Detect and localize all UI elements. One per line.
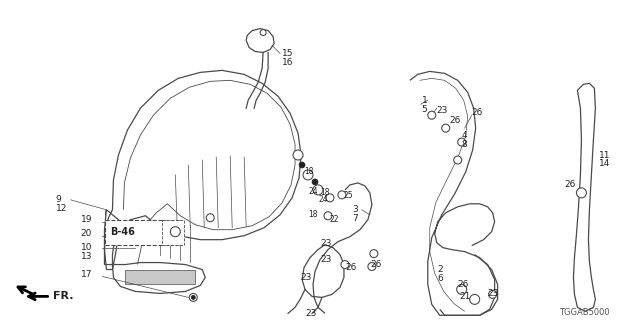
- Circle shape: [324, 212, 332, 220]
- Text: FR.: FR.: [52, 292, 73, 301]
- Circle shape: [326, 194, 334, 202]
- Text: 23: 23: [436, 106, 448, 115]
- Text: 11: 11: [600, 150, 611, 160]
- Circle shape: [454, 156, 461, 164]
- Text: 24: 24: [318, 195, 328, 204]
- Text: 23: 23: [488, 289, 499, 298]
- Text: 26: 26: [450, 116, 461, 125]
- Circle shape: [338, 191, 346, 199]
- Text: 23: 23: [320, 255, 332, 264]
- Text: 26: 26: [345, 263, 356, 272]
- Text: 2: 2: [438, 265, 444, 274]
- Text: 26: 26: [458, 280, 469, 289]
- Text: 5: 5: [422, 105, 428, 114]
- Circle shape: [293, 150, 303, 160]
- Text: 10: 10: [81, 243, 92, 252]
- Circle shape: [206, 214, 214, 222]
- Text: TGGAB5000: TGGAB5000: [559, 308, 610, 317]
- Circle shape: [170, 227, 180, 237]
- Text: 24: 24: [308, 188, 317, 196]
- FancyBboxPatch shape: [163, 220, 184, 244]
- Circle shape: [370, 250, 378, 258]
- Text: 21: 21: [460, 292, 471, 301]
- FancyBboxPatch shape: [106, 220, 180, 244]
- Polygon shape: [125, 269, 195, 284]
- Text: 7: 7: [352, 214, 358, 223]
- Text: 26: 26: [370, 260, 381, 269]
- Text: 23: 23: [300, 273, 312, 282]
- Text: 22: 22: [330, 215, 339, 224]
- Text: 6: 6: [438, 274, 444, 283]
- Circle shape: [191, 295, 195, 300]
- Text: 17: 17: [81, 270, 92, 279]
- Text: B-46: B-46: [111, 227, 135, 237]
- Circle shape: [470, 294, 479, 304]
- Circle shape: [428, 111, 436, 119]
- Text: 13: 13: [81, 252, 92, 261]
- Text: 23: 23: [320, 239, 332, 248]
- Text: 25: 25: [344, 191, 353, 200]
- Circle shape: [312, 179, 318, 185]
- Text: 18: 18: [304, 167, 314, 176]
- Text: 15: 15: [282, 49, 294, 58]
- Circle shape: [260, 29, 266, 36]
- Text: 18: 18: [320, 188, 330, 197]
- Text: 8: 8: [461, 140, 467, 148]
- Text: 4: 4: [461, 131, 467, 140]
- Text: 26: 26: [564, 180, 576, 189]
- Circle shape: [577, 188, 586, 198]
- Circle shape: [303, 170, 313, 180]
- Text: 19: 19: [81, 215, 92, 224]
- Circle shape: [442, 124, 450, 132]
- Circle shape: [457, 284, 467, 294]
- Circle shape: [189, 293, 197, 301]
- Circle shape: [313, 185, 323, 195]
- Text: 23: 23: [305, 309, 316, 318]
- Circle shape: [488, 291, 497, 298]
- Circle shape: [299, 162, 305, 168]
- Text: 20: 20: [81, 229, 92, 238]
- Text: 16: 16: [282, 58, 294, 67]
- Text: 14: 14: [600, 159, 611, 169]
- Text: 9: 9: [56, 195, 61, 204]
- Text: 1: 1: [422, 96, 428, 105]
- Circle shape: [458, 138, 466, 146]
- Text: 12: 12: [56, 204, 67, 213]
- Circle shape: [341, 260, 349, 268]
- Text: 3: 3: [352, 205, 358, 214]
- Text: 18: 18: [308, 210, 317, 219]
- Circle shape: [368, 262, 376, 270]
- Text: 26: 26: [472, 108, 483, 117]
